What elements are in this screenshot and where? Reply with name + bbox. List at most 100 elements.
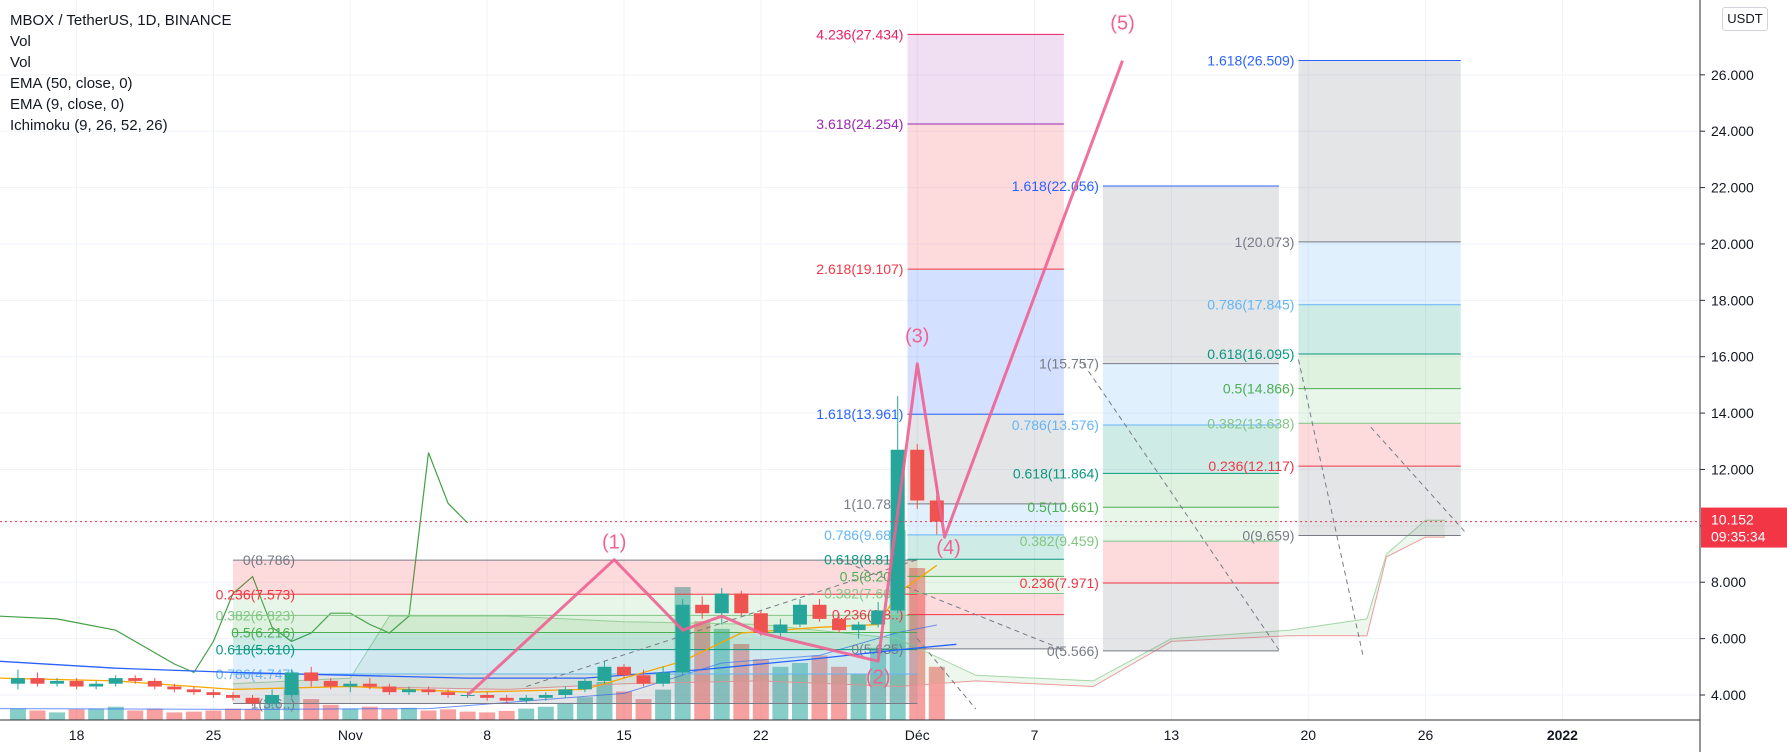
x-tick-label[interactable]: 7 — [1031, 727, 1039, 743]
fib-level-label[interactable]: 0.618(5.610) — [216, 642, 295, 658]
fib-zone — [1102, 507, 1279, 542]
trend-line[interactable] — [1297, 359, 1364, 656]
fib-zone — [233, 560, 918, 595]
trend-line[interactable] — [526, 559, 918, 688]
x-tick-label[interactable]: 26 — [1418, 727, 1434, 743]
y-tick-label[interactable]: 26.000 — [1711, 67, 1754, 83]
x-tick-label[interactable]: 25 — [206, 727, 222, 743]
fib-level-label[interactable]: 1.618(26.509) — [1207, 52, 1294, 68]
fib-level-label[interactable]: 0.618(16.095) — [1207, 346, 1294, 362]
elliott-wave[interactable]: (1) (2) (3) (4) (5) — [466, 13, 1135, 697]
legend-ichimoku[interactable]: Ichimoku (9, 26, 52, 26) — [10, 117, 168, 134]
fib-zone — [1298, 60, 1461, 242]
fib-level-label[interactable]: 0.618(8.815) — [824, 551, 903, 567]
fib-level-label[interactable]: 0.382(13.638) — [1207, 415, 1294, 431]
y-tick-label[interactable]: 20.000 — [1711, 236, 1754, 252]
elliott-wave-line[interactable] — [466, 60, 1124, 697]
x-tick-label[interactable]: 2022 — [1547, 727, 1578, 743]
fib-level-label[interactable]: 0.5(10.661) — [1027, 499, 1099, 515]
x-tick-label[interactable]: 20 — [1300, 727, 1316, 743]
y-tick-label[interactable]: 6.000 — [1711, 631, 1746, 647]
wave-label[interactable]: (1) — [602, 531, 626, 553]
y-tick-label[interactable]: 16.000 — [1711, 349, 1754, 365]
fib-level-label[interactable]: 1.618(22.056) — [1012, 178, 1099, 194]
fib-level-label[interactable]: 2.618(19.107) — [816, 261, 903, 277]
x-tick-label[interactable]: Déc — [905, 727, 930, 743]
y-tick-label[interactable]: 4.000 — [1711, 687, 1746, 703]
fib-zone — [1298, 241, 1461, 305]
fib-level-label[interactable]: 0(9.659) — [1242, 527, 1294, 543]
fib-level-label[interactable]: 1(10.781) — [844, 496, 904, 512]
legend-ema-50[interactable]: EMA (50, close, 0) — [10, 75, 133, 92]
price-tag-countdown[interactable]: 09:35:34 — [1711, 529, 1766, 545]
fib-level-label[interactable]: 0.236(7.971) — [1020, 575, 1099, 591]
wave-label[interactable]: (2) — [866, 667, 890, 689]
ema-line — [0, 643, 957, 679]
y-tick-label[interactable]: 24.000 — [1711, 123, 1754, 139]
symbol-title[interactable]: MBOX / TetherUS, 1D, BINANCE — [10, 12, 232, 29]
price-tag-bg[interactable] — [1701, 507, 1787, 548]
fib-level-label[interactable]: 0(5.566) — [1047, 643, 1099, 659]
volume-bar — [596, 682, 613, 720]
y-tick-label[interactable]: 12.000 — [1711, 461, 1754, 477]
volume-bar — [557, 702, 574, 720]
fib-zone — [1298, 304, 1461, 355]
volume-bar — [831, 666, 848, 720]
fib-level-label[interactable]: 0.786(17.845) — [1207, 297, 1294, 313]
currency-button[interactable]: USDT — [1722, 7, 1768, 31]
volume-bar — [88, 708, 105, 720]
fib-level-label[interactable]: 1(20.073) — [1235, 234, 1295, 250]
fib-level-label[interactable]: 0.5(14.866) — [1223, 381, 1295, 397]
volume-bar — [185, 711, 202, 720]
x-tick-label[interactable]: 18 — [69, 727, 85, 743]
fib-level-label[interactable]: 0(8.786) — [243, 552, 295, 568]
candle-body — [30, 678, 45, 684]
x-tick-label[interactable]: Nov — [338, 727, 363, 743]
trend-lines[interactable] — [526, 359, 1466, 710]
fib-zone — [1298, 423, 1461, 467]
y-tick-label[interactable]: 8.000 — [1711, 574, 1746, 590]
volume-bars — [0, 530, 945, 720]
x-tick-label[interactable]: 15 — [616, 727, 632, 743]
legend-volume-1[interactable]: Vol — [10, 33, 31, 50]
wave-label[interactable]: (4) — [936, 537, 960, 559]
fibonacci-extensions[interactable]: 0(8.786) 0.236(7.573) 0.382(6.823) 0.5(6.21… — [216, 26, 1461, 711]
fib-level-label[interactable]: 0.382(6.823) — [216, 607, 295, 623]
volume-bar — [127, 710, 144, 720]
y-tick-label[interactable]: 14.000 — [1711, 405, 1754, 421]
wave-label[interactable]: (5) — [1110, 13, 1134, 35]
fib-level-label[interactable]: 0.786(9.680) — [824, 527, 903, 543]
y-tick-label[interactable]: 22.000 — [1711, 180, 1754, 196]
fib-level-label[interactable]: 0.786(4.747) — [216, 666, 295, 682]
x-tick-label[interactable]: 8 — [483, 727, 491, 743]
legend-ema-9[interactable]: EMA (9, close, 0) — [10, 96, 125, 113]
candle-body — [519, 697, 534, 701]
price-tag-value[interactable]: 10.152 — [1711, 512, 1754, 528]
candle-body — [323, 680, 338, 687]
volume-bar — [518, 708, 535, 720]
fib-level-label[interactable]: 0.618(11.864) — [1013, 465, 1099, 481]
fib-level-label[interactable]: 1(15.757) — [1039, 356, 1099, 372]
candle-body — [401, 689, 416, 693]
wave-label[interactable]: (3) — [905, 326, 929, 348]
fib-level-label[interactable]: 0.382(9.459) — [1020, 533, 1099, 549]
fib-level-label[interactable]: 4.236(27.434) — [816, 26, 903, 42]
fib-level-label[interactable]: 0.236(7.573) — [216, 586, 295, 602]
y-tick-label[interactable]: 18.000 — [1711, 292, 1754, 308]
fib-level-label[interactable]: 0.5(6.216) — [231, 625, 295, 641]
legend-volume-2[interactable]: Vol — [10, 54, 31, 71]
x-tick-label[interactable]: 13 — [1164, 727, 1180, 743]
volume-bar — [655, 689, 672, 720]
fib-level-label[interactable]: 1.618(13.961) — [816, 406, 903, 422]
x-tick-label[interactable]: 22 — [753, 727, 769, 743]
trend-line[interactable] — [916, 638, 977, 710]
fib-level-label[interactable]: 0.236(12.117) — [1208, 458, 1294, 474]
fib-level-label[interactable]: 0.786(13.576) — [1012, 417, 1099, 433]
fib-level-label[interactable]: 0.382(7.601) — [824, 585, 903, 601]
candle-body — [128, 678, 143, 681]
fib-level-label[interactable]: 3.618(24.254) — [816, 116, 903, 132]
trend-line[interactable] — [838, 559, 1065, 651]
trend-line[interactable] — [1083, 363, 1280, 651]
